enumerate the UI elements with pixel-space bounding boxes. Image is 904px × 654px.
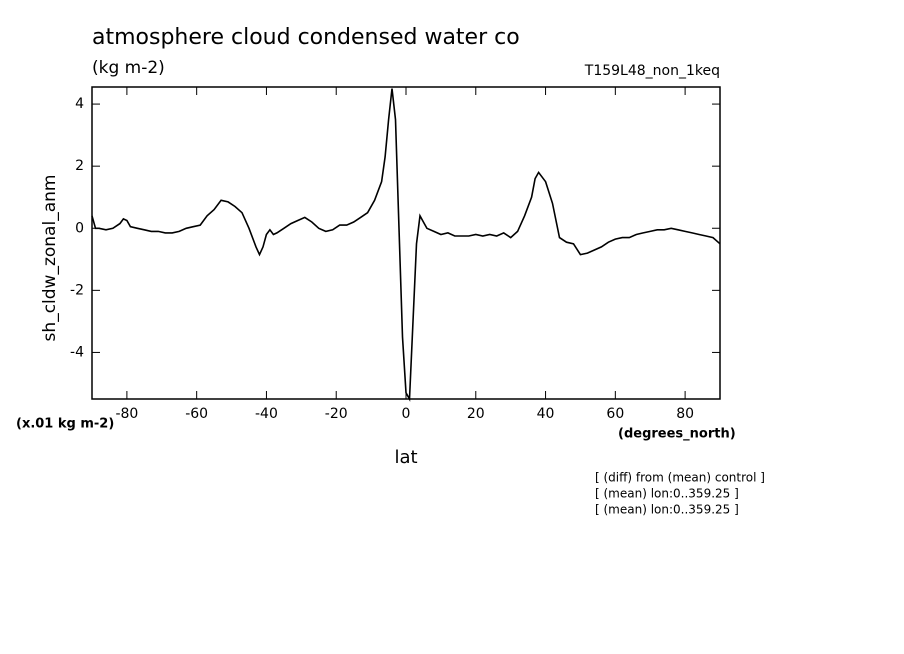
x-tick-label: -40 xyxy=(255,406,278,422)
note: [ (mean) lon:0..359.25 ] xyxy=(595,503,739,517)
chart-subtitle: (kg m-2) xyxy=(92,58,165,78)
x-tick-label: -60 xyxy=(185,406,208,422)
run-label: T159L48_non_1keq xyxy=(584,63,720,79)
x-tick-label: -80 xyxy=(115,406,138,422)
x-axis-label: lat xyxy=(394,447,417,468)
data-line xyxy=(91,88,721,402)
note: [ (diff) from (mean) control ] xyxy=(595,471,765,485)
y-tick-label: 0 xyxy=(75,220,84,236)
y-tick-label: -2 xyxy=(70,282,84,298)
x-tick-label: 60 xyxy=(606,406,624,422)
y-axis-label: sh_cldw_zonal_anm xyxy=(40,175,60,342)
x-tick-label: 20 xyxy=(467,406,485,422)
x-tick-label: -20 xyxy=(325,406,348,422)
y-units: (x.01 kg m-2) xyxy=(16,417,114,432)
y-tick-label: 4 xyxy=(75,96,84,112)
y-tick-label: -4 xyxy=(70,344,84,360)
plot-frame xyxy=(91,86,721,400)
note: [ (mean) lon:0..359.25 ] xyxy=(595,487,739,501)
y-tick-label: 2 xyxy=(75,158,84,174)
x-tick-label: 80 xyxy=(676,406,694,422)
x-tick-label: 0 xyxy=(402,406,411,422)
x-tick-label: 40 xyxy=(537,406,555,422)
x-units: (degrees_north) xyxy=(618,427,736,442)
chart-title: atmosphere cloud condensed water co xyxy=(92,25,520,50)
